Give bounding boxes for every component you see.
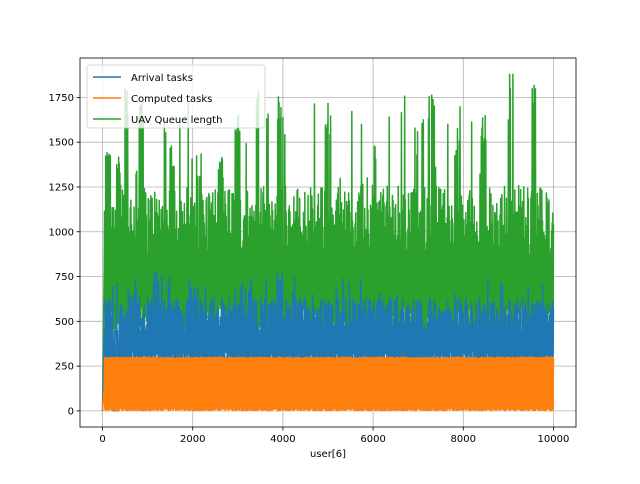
x-tick-label: 8000 bbox=[451, 434, 476, 445]
legend-label-2: UAV Queue length bbox=[131, 115, 222, 126]
y-tick-label: 500 bbox=[55, 317, 74, 328]
legend-box bbox=[86, 64, 266, 129]
plot-area bbox=[101, 73, 555, 412]
y-tick-label: 250 bbox=[55, 362, 74, 373]
x-tick-label: 0 bbox=[99, 434, 105, 445]
x-axis-label: user[6] bbox=[310, 449, 346, 460]
x-tick-label: 2000 bbox=[180, 434, 205, 445]
legend-label-1: Computed tasks bbox=[131, 94, 212, 105]
y-tick-label: 750 bbox=[55, 272, 74, 283]
x-tick-label: 6000 bbox=[360, 434, 385, 445]
y-tick-label: 1250 bbox=[49, 182, 74, 193]
y-tick-label: 1500 bbox=[49, 138, 74, 149]
y-tick-label: 0 bbox=[68, 406, 74, 417]
legend-label-0: Arrival tasks bbox=[131, 73, 193, 84]
series-line-0 bbox=[101, 270, 555, 412]
tick-layer: 0 2000 4000 6000 8000 10000 0 250 500 750 1000 1250… bbox=[49, 93, 570, 445]
axes-frame bbox=[79, 57, 577, 428]
legend: Arrival tasks Computed tasks UAV Queue len… bbox=[86, 64, 266, 129]
y-tick-label: 1750 bbox=[49, 93, 74, 104]
x-tick-label: 10000 bbox=[538, 434, 570, 445]
x-tick-label: 4000 bbox=[270, 434, 295, 445]
series-line-1 bbox=[101, 356, 555, 412]
y-tick-label: 1000 bbox=[49, 227, 74, 238]
